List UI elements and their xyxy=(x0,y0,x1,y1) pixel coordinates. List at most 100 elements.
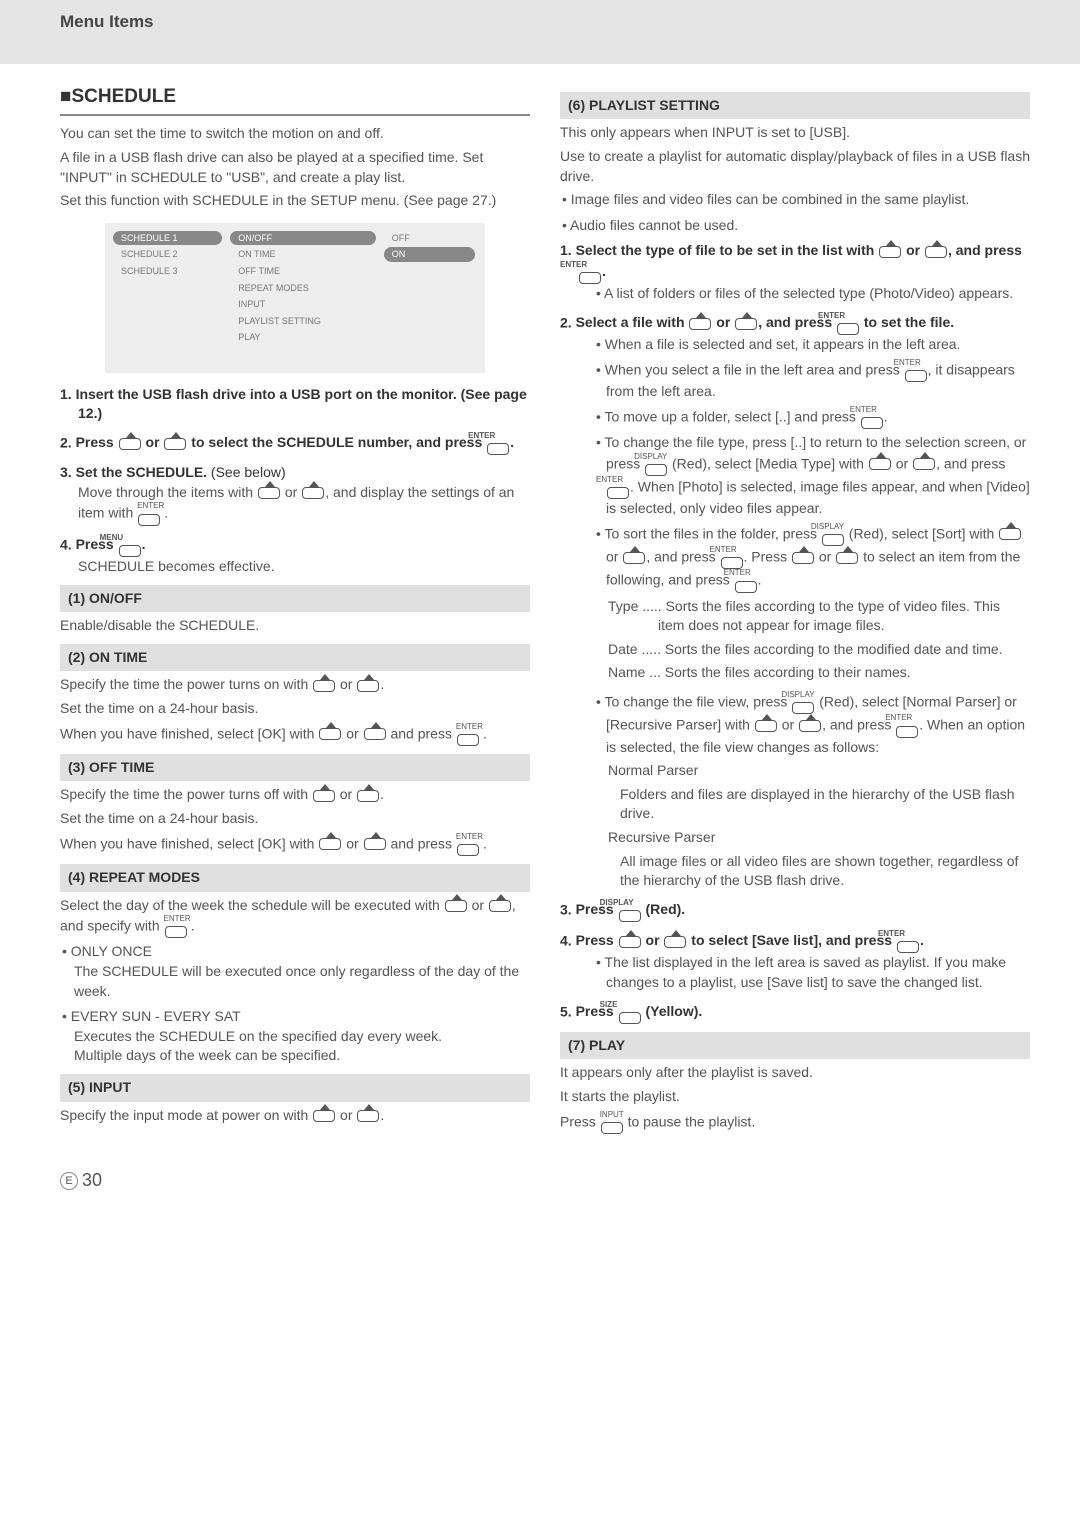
input-button-icon: INPUT xyxy=(600,1111,624,1134)
enter-button-icon: ENTER xyxy=(860,406,884,429)
sched-item: REPEAT MODES xyxy=(230,281,376,296)
t: Executes the SCHEDULE on the specified d… xyxy=(74,1027,530,1047)
sched-item: SCHEDULE 3 xyxy=(113,264,222,279)
enter-button-icon: ENTER xyxy=(137,502,164,525)
enter-button-icon: ENTER xyxy=(486,432,510,455)
up-icon xyxy=(792,552,814,564)
t: This only appears when INPUT is set to [… xyxy=(560,123,1030,143)
page-title: Menu Items xyxy=(0,0,1080,64)
left-icon xyxy=(319,838,341,850)
t: Specify the time the power turns off wit… xyxy=(60,785,530,805)
list-item: EVERY SUN - EVERY SAT Executes the SCHED… xyxy=(74,1007,530,1066)
down-icon xyxy=(664,936,686,948)
down-icon xyxy=(164,438,186,450)
t: • To move up a folder, select [..] and p… xyxy=(578,406,1030,429)
up-icon xyxy=(313,790,335,802)
page-number: E30 xyxy=(60,1168,1030,1193)
t: Use to create a playlist for automatic d… xyxy=(560,147,1030,186)
enter-button-icon: ENTER xyxy=(606,476,630,499)
sub-input: (5) INPUT xyxy=(60,1074,530,1102)
step-2: 2. Select a file with or , and press ENT… xyxy=(560,312,1030,891)
up-icon xyxy=(445,900,467,912)
sched-item: PLAY xyxy=(230,330,376,345)
t: Select the day of the week the schedule … xyxy=(60,896,530,939)
t: Set the time on a 24-hour basis. xyxy=(60,699,530,719)
menu-button-icon: MENU xyxy=(118,534,142,557)
right-icon xyxy=(364,838,386,850)
sched-item: ON TIME xyxy=(230,247,376,262)
up-icon xyxy=(755,720,777,732)
enter-button-icon: ENTER xyxy=(904,359,928,382)
sched-item: SCHEDULE 2 xyxy=(113,247,222,262)
t: to select the SCHEDULE number, and press xyxy=(187,434,486,450)
display-button-icon: DISPLAY xyxy=(618,899,642,922)
left-column: ■SCHEDULE You can set the time to switch… xyxy=(60,84,530,1138)
sub-offtime: (3) OFF TIME xyxy=(60,754,530,782)
t: When you have finished, select [OK] with… xyxy=(60,723,530,746)
left-icon xyxy=(319,728,341,740)
right-column: (6) PLAYLIST SETTING This only appears w… xyxy=(560,84,1030,1138)
down-icon xyxy=(913,458,935,470)
display-button-icon: DISPLAY xyxy=(644,453,668,476)
enter-button-icon: ENTER xyxy=(164,915,191,938)
t: . xyxy=(142,536,146,552)
down-icon xyxy=(357,1110,379,1122)
size-button-icon: SIZE xyxy=(618,1001,642,1024)
t: • When a file is selected and set, it ap… xyxy=(578,335,1030,355)
t: Set the time on a 24-hour basis. xyxy=(60,809,530,829)
t: All image files or all video files are s… xyxy=(608,852,1030,891)
t: Name ... Sorts the files according to th… xyxy=(608,663,1030,683)
up-icon xyxy=(869,458,891,470)
intro-3: Set this function with SCHEDULE in the S… xyxy=(60,191,530,211)
t: or xyxy=(142,434,164,450)
t: Date ..... Sorts the files according to … xyxy=(608,640,1030,660)
enter-button-icon: ENTER xyxy=(836,312,860,335)
page-prefix: E xyxy=(60,1172,78,1190)
t: Normal Parser xyxy=(608,761,1030,781)
sub-playlist: (6) PLAYLIST SETTING xyxy=(560,92,1030,120)
down-icon xyxy=(735,318,757,330)
list-item: Audio files cannot be used. xyxy=(574,216,1030,236)
down-icon xyxy=(925,246,947,258)
repeat-bullets: ONLY ONCE The SCHEDULE will be executed … xyxy=(60,942,530,1066)
sched-item: ON xyxy=(384,247,475,262)
t: Type ..... Sorts the files according to … xyxy=(608,597,1030,636)
enter-button-icon: ENTER xyxy=(720,546,744,569)
sched-item: OFF TIME xyxy=(230,264,376,279)
up-icon xyxy=(119,438,141,450)
t: • The list displayed in the left area is… xyxy=(578,953,1030,992)
step-1: 1. Select the type of file to be set in … xyxy=(560,241,1030,303)
t: • To change the file view, press DISPLAY… xyxy=(578,691,1030,757)
enter-button-icon: ENTER xyxy=(578,261,602,284)
t: or xyxy=(281,484,301,500)
up-icon xyxy=(258,487,280,499)
step-5: 5. Press SIZE (Yellow). xyxy=(560,1001,1030,1024)
t: When you have finished, select [OK] with… xyxy=(60,833,530,856)
enter-button-icon: ENTER xyxy=(456,833,483,856)
up-icon xyxy=(689,318,711,330)
intro-2: A file in a USB flash drive can also be … xyxy=(60,148,530,187)
schedule-screenshot: SCHEDULE 1 SCHEDULE 2 SCHEDULE 3 ON/OFF … xyxy=(105,223,485,373)
sub-onoff: (1) ON/OFF xyxy=(60,585,530,613)
display-button-icon: DISPLAY xyxy=(791,691,815,714)
step-4: 4. Press or to select [Save list], and p… xyxy=(560,930,1030,992)
step-1: 1. Insert the USB flash drive into a USB… xyxy=(60,385,530,424)
intro-1: You can set the time to switch the motio… xyxy=(60,124,530,144)
t: • To sort the files in the folder, press… xyxy=(578,523,1030,593)
sub-play: (7) PLAY xyxy=(560,1032,1030,1060)
t: Press xyxy=(76,434,118,450)
t: Set the SCHEDULE. xyxy=(76,464,207,480)
step-3: 3. Press DISPLAY (Red). xyxy=(560,899,1030,922)
enter-button-icon: ENTER xyxy=(734,569,758,592)
t: Folders and files are displayed in the h… xyxy=(608,785,1030,824)
t: Press INPUT to pause the playlist. xyxy=(560,1111,1030,1134)
sched-item: PLAYLIST SETTING xyxy=(230,314,376,329)
down-icon xyxy=(799,720,821,732)
sub-ontime: (2) ON TIME xyxy=(60,644,530,672)
schedule-heading: ■SCHEDULE xyxy=(60,84,530,117)
t: Move through the items with xyxy=(78,484,257,500)
t: The SCHEDULE will be executed once only … xyxy=(74,962,530,1001)
enter-button-icon: ENTER xyxy=(896,930,920,953)
t: • A list of folders or files of the sele… xyxy=(578,284,1030,304)
down-icon xyxy=(836,552,858,564)
